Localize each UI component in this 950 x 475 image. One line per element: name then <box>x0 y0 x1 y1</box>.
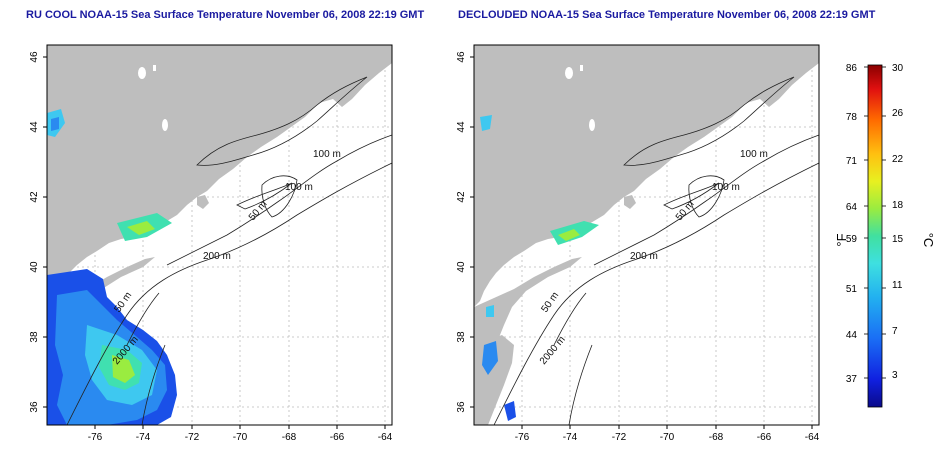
contour-label: 100 m <box>740 149 768 160</box>
y-tick: 42 <box>456 191 467 203</box>
f-tick: 86 <box>846 63 858 74</box>
left-map-title: RU COOL NOAA-15 Sea Surface Temperature … <box>26 9 425 21</box>
y-tick: 36 <box>29 401 40 413</box>
x-tick: -70 <box>660 432 675 443</box>
c-tick: 15 <box>892 234 904 245</box>
right-x-axis: -76 -74 -72 -70 -68 -66 -64 <box>515 425 820 443</box>
y-tick: 44 <box>29 121 40 133</box>
y-tick: 42 <box>29 191 40 203</box>
x-tick: -66 <box>330 432 345 443</box>
c-tick: 30 <box>892 63 904 74</box>
x-tick: -64 <box>378 432 393 443</box>
f-tick: 71 <box>846 156 858 167</box>
x-tick: -72 <box>185 432 200 443</box>
left-sst-patches <box>47 109 177 425</box>
y-tick: 46 <box>29 51 40 63</box>
c-tick: 26 <box>892 108 904 119</box>
f-tick: 59 <box>846 234 858 245</box>
contour-label: 100 m <box>285 182 313 193</box>
x-tick: -68 <box>709 432 724 443</box>
right-map-title: DECLOUDED NOAA-15 Sea Surface Temperatur… <box>458 9 876 21</box>
fahrenheit-unit-label: °F <box>834 233 849 246</box>
y-tick: 44 <box>456 121 467 133</box>
colorbar-tickmarks <box>864 66 886 379</box>
y-tick: 40 <box>456 261 467 273</box>
colorbar-fahrenheit-ticks: 86 78 71 64 59 51 44 37 <box>846 63 858 385</box>
x-tick: -64 <box>805 432 820 443</box>
f-tick: 78 <box>846 112 858 123</box>
celsius-unit-label: °C <box>921 233 936 248</box>
right-y-axis: 36 38 40 42 44 46 <box>456 51 474 413</box>
x-tick: -76 <box>515 432 530 443</box>
x-tick: -66 <box>757 432 772 443</box>
left-map: 100 m 100 m 50 m 200 m 50 m 2000 m -76 -… <box>29 44 393 443</box>
x-tick: -74 <box>136 432 151 443</box>
contour-label: 200 m <box>630 251 658 262</box>
x-tick: -74 <box>563 432 578 443</box>
y-tick: 36 <box>456 401 467 413</box>
right-map: 100 m 100 m 50 m 200 m 50 m 2000 m -76 -… <box>456 44 820 443</box>
c-tick: 18 <box>892 200 904 211</box>
left-y-axis: 36 38 40 42 44 46 <box>29 51 47 413</box>
f-tick: 37 <box>846 374 858 385</box>
contour-label: 100 m <box>712 182 740 193</box>
f-tick: 44 <box>846 330 858 341</box>
f-tick: 64 <box>846 202 858 213</box>
x-tick: -70 <box>233 432 248 443</box>
contour-label: 200 m <box>203 251 231 262</box>
colorbar-gradient <box>867 64 883 408</box>
y-tick: 38 <box>29 331 40 343</box>
c-tick: 11 <box>892 280 903 291</box>
c-tick: 22 <box>892 154 904 165</box>
x-tick: -76 <box>88 432 103 443</box>
x-tick: -72 <box>612 432 627 443</box>
right-sst-patches <box>480 115 599 421</box>
contour-label: 100 m <box>313 149 341 160</box>
y-tick: 40 <box>29 261 40 273</box>
x-tick: -68 <box>282 432 297 443</box>
y-tick: 46 <box>456 51 467 63</box>
c-tick: 3 <box>892 370 898 381</box>
left-x-axis: -76 -74 -72 -70 -68 -66 -64 <box>88 425 393 443</box>
colorbar: 86 78 71 64 59 51 44 37 30 26 22 18 15 1… <box>834 63 936 408</box>
f-tick: 51 <box>846 284 858 295</box>
colorbar-celsius-ticks: 30 26 22 18 15 11 7 3 <box>892 63 904 381</box>
y-tick: 38 <box>456 331 467 343</box>
c-tick: 7 <box>892 326 898 337</box>
